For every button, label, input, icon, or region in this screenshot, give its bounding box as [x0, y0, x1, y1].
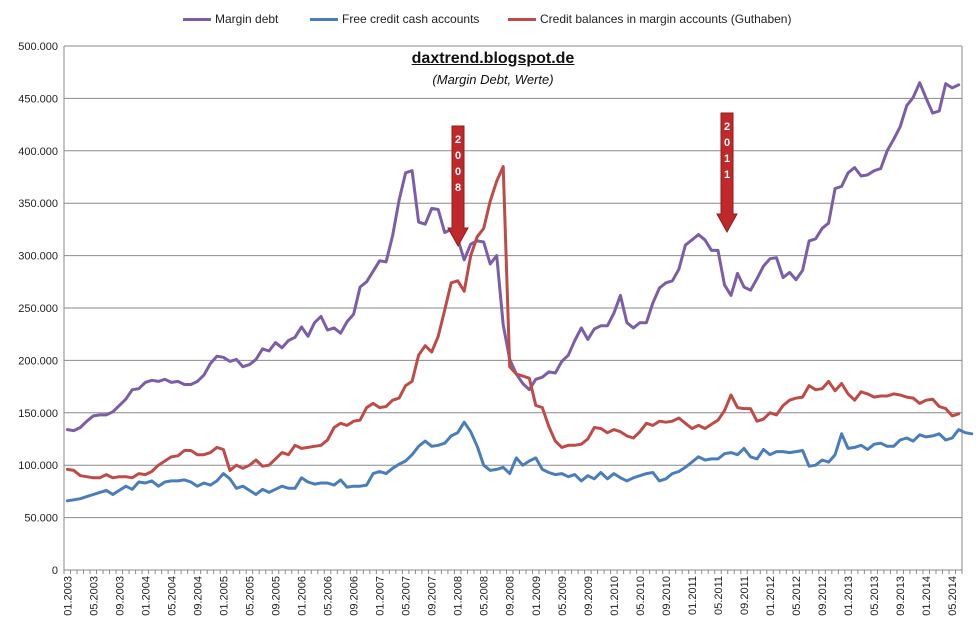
legend-item-margin-debt: Margin debt	[183, 8, 278, 30]
arrow-2011: 2011	[716, 112, 738, 234]
x-tick-label: 09.2006	[349, 576, 361, 616]
x-tick-label: 05.2007	[401, 576, 413, 616]
x-tick-label: 01.2010	[609, 576, 621, 616]
x-tick-label: 09.2004	[192, 576, 204, 616]
arrow-label-char: 2	[724, 121, 730, 133]
arrow-label-char: 0	[455, 150, 461, 162]
x-axis-ticks: 01.2003 05.2003 09.2003 01.2004 05.2004 09.20…	[62, 570, 963, 616]
y-tick-label: 450.000	[18, 93, 58, 105]
y-axis-ticks: 0 50.000 100.000 150.000 200.000 250.000 300.0…	[18, 41, 58, 577]
legend-swatch	[508, 18, 536, 22]
x-tick-label: 05.2012	[791, 576, 803, 616]
legend-item-credit-balances: Credit balances in margin accounts (Guth…	[508, 8, 791, 30]
y-tick-label: 100.000	[18, 460, 58, 472]
y-tick-label: 400.000	[18, 146, 58, 158]
x-tick-label: 05.2014	[947, 576, 959, 616]
x-tick-label: 05.2008	[479, 576, 491, 616]
legend-label: Margin debt	[215, 12, 279, 26]
chart-subtitle: (Margin Debt, Werte)	[432, 72, 554, 87]
y-tick-label: 0	[52, 565, 58, 577]
grid-lines	[63, 45, 963, 571]
legend-swatch	[310, 18, 338, 22]
chart-title: daxtrend.blogspot.de	[411, 50, 575, 67]
x-tick-label: 01.2005	[218, 576, 230, 616]
legend-swatch	[183, 18, 211, 22]
y-tick-label: 200.000	[18, 355, 58, 367]
series-line-margin-debt	[65, 81, 961, 433]
y-tick-label: 250.000	[18, 303, 58, 315]
x-tick-label: 05.2010	[635, 576, 647, 616]
arrow-label-char: 8	[455, 182, 461, 194]
x-tick-label: 05.2009	[557, 576, 569, 616]
x-tick-label: 01.2013	[843, 576, 855, 616]
x-tick-label: 09.2010	[661, 576, 673, 616]
x-tick-label: 01.2003	[62, 576, 74, 616]
x-tick-label: 09.2013	[895, 576, 907, 616]
series-lines	[65, 81, 974, 503]
arrow-2008: 2008	[447, 125, 469, 248]
x-tick-label: 05.2004	[166, 576, 178, 616]
arrow-label-char: 1	[724, 169, 730, 181]
x-tick-label: 01.2012	[765, 576, 777, 616]
x-tick-label: 01.2006	[297, 576, 309, 616]
legend-label: Free credit cash accounts	[342, 12, 480, 26]
y-tick-label: 50.000	[24, 513, 58, 525]
x-tick-label: 05.2006	[323, 576, 335, 616]
y-tick-label: 300.000	[18, 251, 58, 263]
x-tick-label: 01.2004	[140, 576, 152, 616]
x-tick-label: 05.2005	[244, 576, 256, 616]
series-line-credit-balances	[65, 165, 961, 480]
y-tick-label: 500.000	[18, 41, 58, 53]
arrow-shape	[447, 125, 469, 248]
arrow-label-char: 2	[455, 134, 461, 146]
x-tick-label: 09.2012	[817, 576, 829, 616]
series-line-free-credit	[65, 420, 974, 503]
x-tick-label: 05.2003	[88, 576, 100, 616]
x-tick-label: 01.2014	[921, 576, 933, 616]
x-tick-label: 09.2011	[739, 576, 751, 615]
x-tick-label: 01.2007	[375, 576, 387, 616]
x-tick-label: 01.2009	[531, 576, 543, 616]
arrow-label-char: 1	[724, 153, 730, 165]
legend-label: Credit balances in margin accounts (Guth…	[540, 12, 792, 26]
x-tick-label: 09.2003	[114, 576, 126, 616]
x-tick-label: 01.2008	[453, 576, 465, 616]
x-tick-label: 09.2007	[427, 576, 439, 616]
x-tick-label: 01.2011	[687, 576, 699, 615]
y-tick-label: 350.000	[18, 198, 58, 210]
x-tick-label: 09.2009	[583, 576, 595, 616]
legend-item-free-credit: Free credit cash accounts	[310, 8, 479, 30]
x-tick-label: 05.2011	[713, 576, 725, 615]
arrow-label-char: 0	[724, 137, 730, 149]
legend: Margin debt Free credit cash accounts Cr…	[0, 8, 978, 30]
arrow-label-char: 0	[455, 166, 461, 178]
y-tick-label: 150.000	[18, 408, 58, 420]
x-tick-label: 05.2013	[869, 576, 881, 616]
x-tick-label: 09.2005	[270, 576, 282, 616]
x-tick-label: 09.2008	[505, 576, 517, 616]
arrow-shape	[716, 112, 738, 234]
